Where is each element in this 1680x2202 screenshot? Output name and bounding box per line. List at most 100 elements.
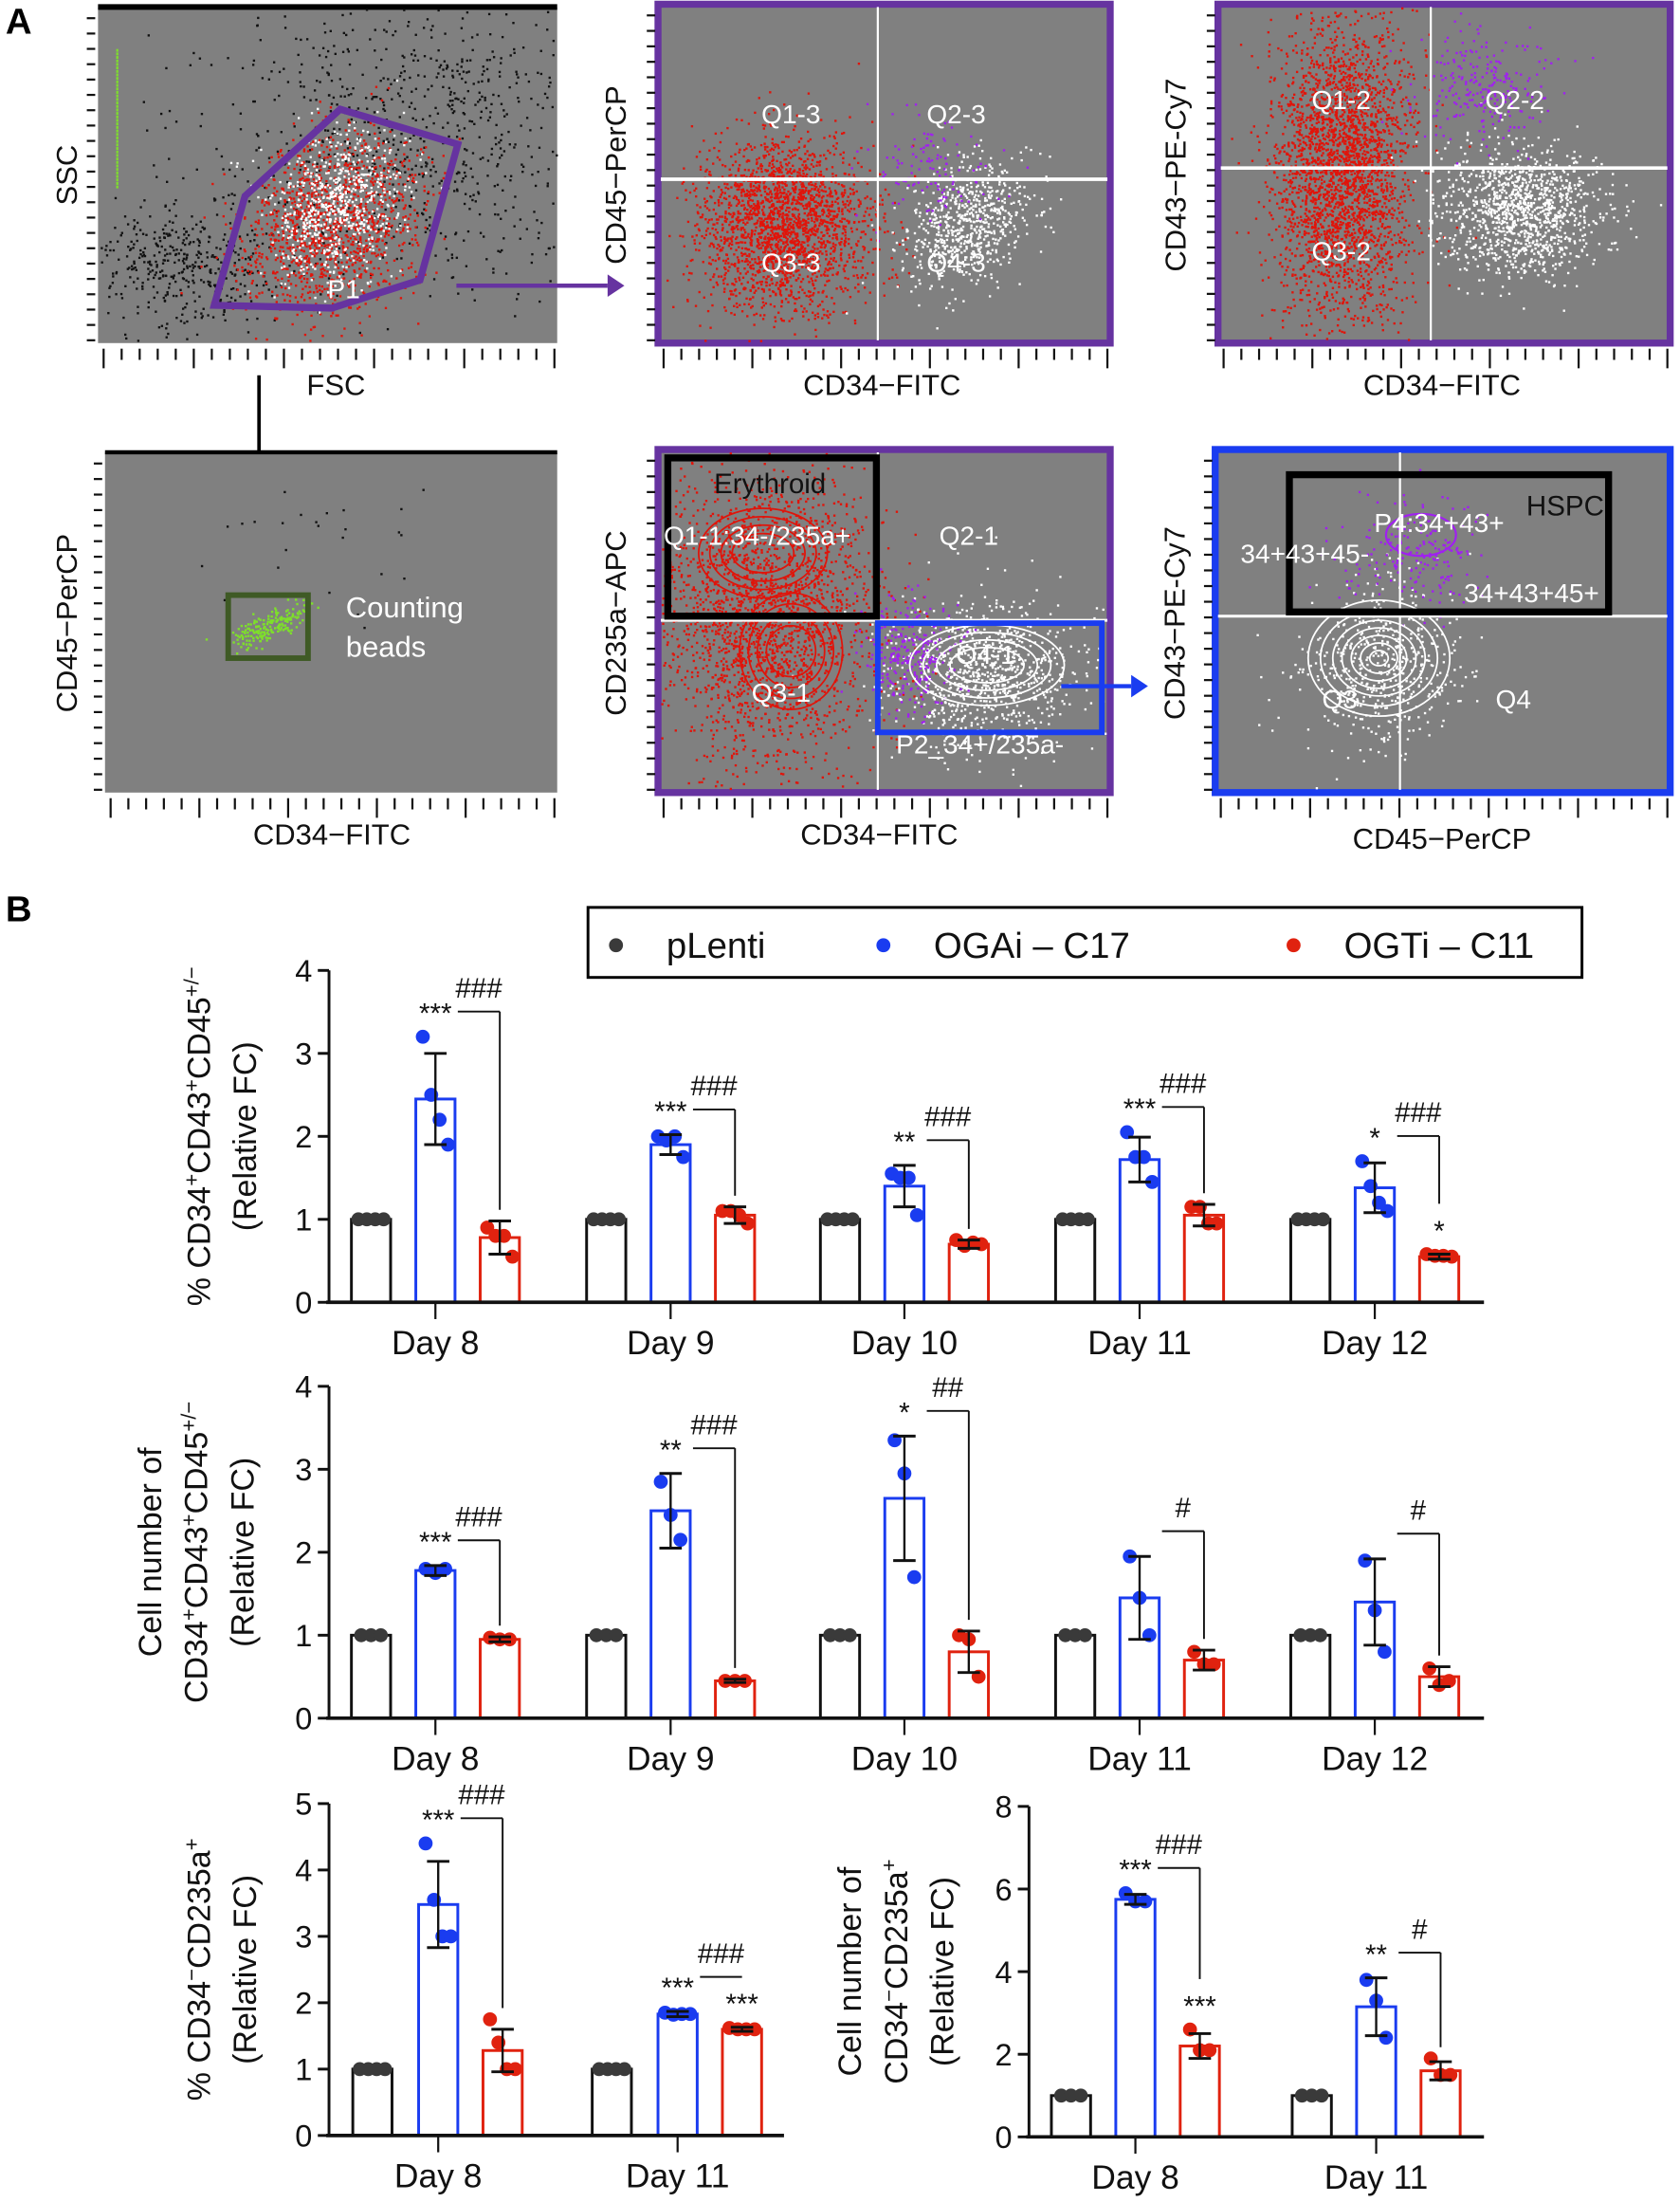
event-dot — [781, 212, 784, 215]
event-dot — [699, 206, 702, 209]
event-dot — [147, 261, 150, 264]
event-dot — [282, 229, 284, 233]
event-dot — [300, 296, 303, 299]
event-dot — [377, 266, 380, 270]
event-dot — [422, 151, 425, 154]
event-dot — [316, 249, 319, 253]
event-dot — [794, 297, 796, 301]
event-dot — [757, 167, 759, 170]
event-dot — [303, 244, 306, 247]
event-dot — [729, 212, 732, 216]
event-dot — [358, 275, 361, 279]
event-dot — [172, 275, 174, 279]
event-dot — [347, 158, 351, 162]
event-dot — [314, 191, 317, 193]
event-dot — [264, 271, 266, 274]
event-dot — [410, 191, 413, 193]
event-dot — [816, 201, 819, 205]
event-dot — [780, 192, 784, 194]
event-dot — [355, 170, 357, 174]
event-dot — [812, 165, 815, 168]
event-dot — [806, 237, 809, 241]
event-dot — [821, 180, 825, 183]
event-dot — [165, 327, 168, 330]
event-dot — [272, 270, 275, 273]
event-dot — [301, 240, 303, 243]
event-dot — [341, 167, 344, 170]
event-dot — [387, 229, 391, 232]
event-dot — [286, 217, 290, 220]
event-dot — [827, 263, 830, 266]
event-dot — [466, 229, 470, 233]
event-dot — [836, 225, 839, 228]
event-dot — [388, 222, 391, 226]
event-dot — [320, 159, 323, 162]
event-dot — [367, 219, 370, 222]
event-dot — [353, 204, 356, 207]
event-dot — [777, 152, 780, 156]
event-dot — [839, 257, 843, 260]
event-dot — [214, 272, 217, 275]
event-dot — [338, 227, 341, 230]
event-dot — [321, 184, 324, 187]
event-dot — [202, 307, 205, 310]
event-dot — [384, 229, 388, 233]
event-dot — [813, 260, 815, 263]
event-dot — [313, 184, 317, 187]
event-dot — [372, 248, 374, 251]
event-dot — [272, 174, 275, 177]
event-dot — [377, 238, 380, 241]
event-dot — [435, 76, 438, 79]
event-dot — [718, 245, 721, 248]
event-dot — [286, 293, 289, 297]
event-dot — [426, 18, 429, 21]
event-dot — [801, 196, 804, 200]
event-dot — [386, 190, 389, 193]
event-dot — [429, 57, 432, 60]
event-dot — [161, 275, 165, 278]
event-dot — [730, 243, 734, 247]
event-dot — [297, 264, 300, 267]
event-dot — [468, 59, 472, 62]
event-dot — [318, 169, 321, 173]
event-dot — [330, 145, 333, 148]
event-dot — [296, 184, 300, 187]
event-dot — [458, 129, 461, 132]
event-dot — [874, 248, 878, 250]
event-dot — [806, 275, 810, 278]
event-dot — [262, 284, 265, 287]
event-dot — [251, 159, 255, 162]
event-dot — [730, 174, 733, 176]
event-dot — [275, 285, 278, 288]
event-dot — [753, 232, 757, 236]
event-dot — [773, 165, 776, 169]
event-dot — [747, 122, 751, 125]
event-dot — [363, 210, 366, 212]
event-dot — [831, 203, 834, 207]
event-dot — [502, 150, 506, 153]
event-dot — [756, 161, 758, 164]
event-dot — [365, 239, 368, 243]
event-dot — [785, 272, 788, 275]
event-dot — [812, 232, 814, 235]
event-dot — [487, 78, 490, 82]
event-dot — [411, 238, 413, 241]
event-dot — [198, 266, 202, 269]
event-dot — [504, 210, 507, 212]
event-dot — [810, 193, 813, 197]
event-dot — [834, 193, 838, 195]
event-dot — [326, 184, 330, 187]
event-dot — [407, 168, 410, 171]
event-dot — [183, 227, 186, 230]
event-dot — [315, 303, 318, 305]
event-dot — [759, 143, 763, 147]
event-dot — [365, 179, 369, 182]
event-dot — [275, 253, 278, 257]
scatter-dots — [667, 63, 1063, 342]
event-dot — [437, 9, 440, 12]
event-dot — [179, 248, 183, 251]
event-dot — [533, 211, 536, 213]
event-dot — [299, 81, 301, 83]
event-dot — [447, 121, 449, 124]
gate-p1 — [210, 105, 463, 312]
